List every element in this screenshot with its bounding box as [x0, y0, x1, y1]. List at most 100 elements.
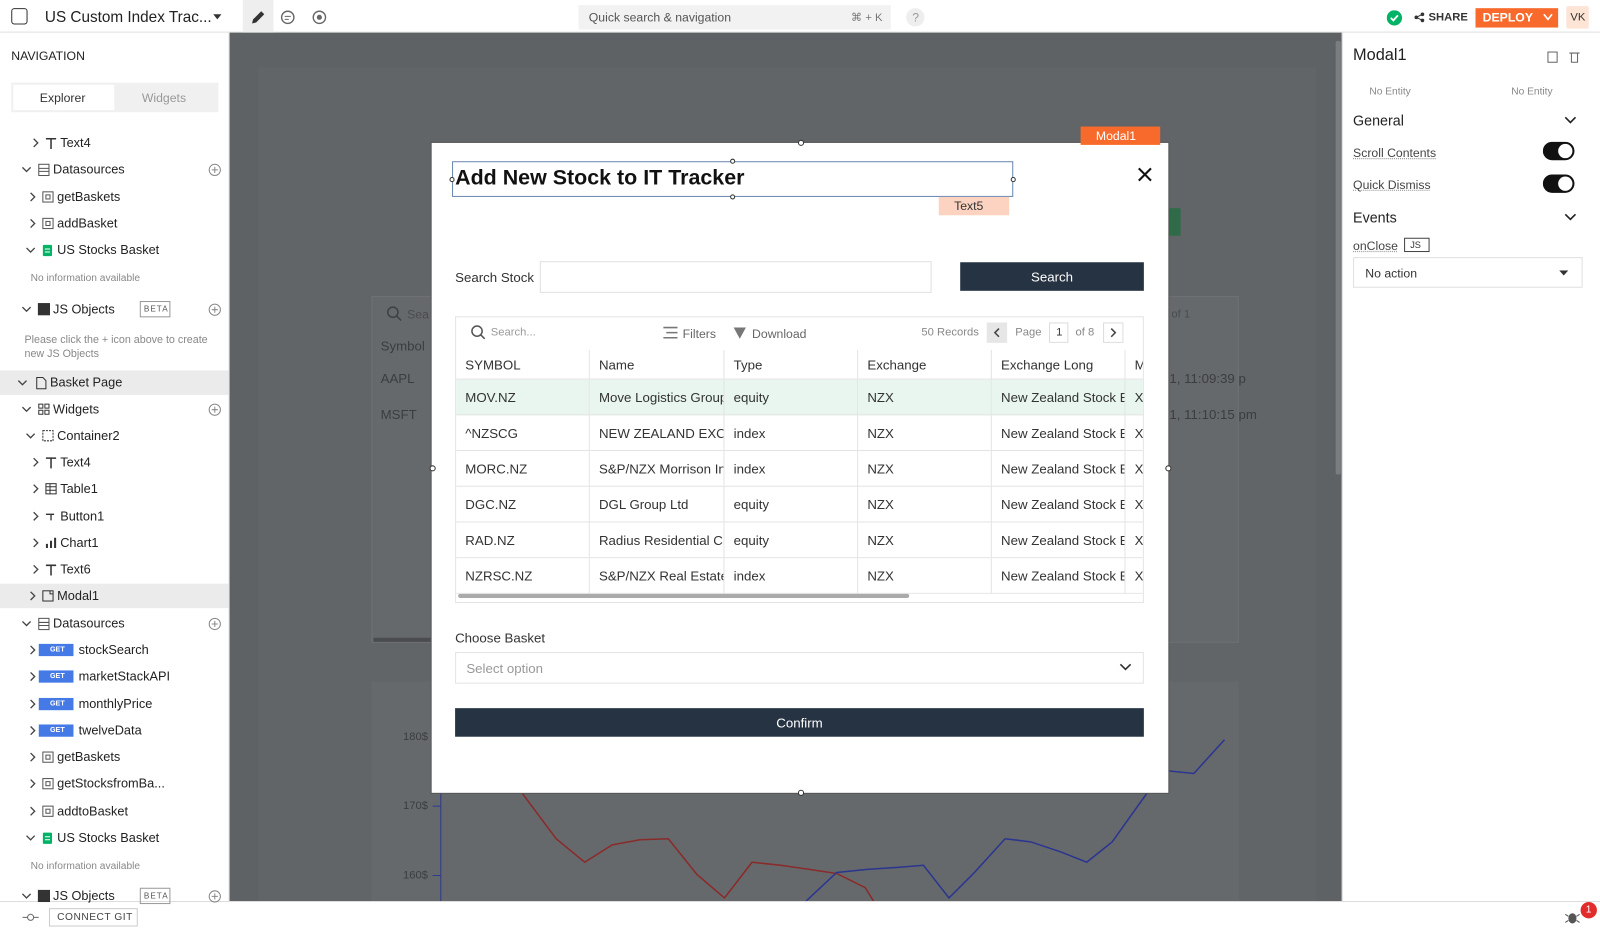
- search-box[interactable]: [578, 5, 891, 30]
- action-select[interactable]: [1353, 257, 1583, 288]
- table-cell[interactable]: New Zealand Stock Ex: [991, 486, 1126, 523]
- add-button[interactable]: [208, 617, 221, 631]
- section-title[interactable]: General: [1353, 112, 1404, 129]
- share-button[interactable]: SHARE: [1428, 11, 1468, 24]
- tree-item[interactable]: getBaskets: [57, 189, 121, 205]
- logo[interactable]: [11, 8, 28, 25]
- entity-right[interactable]: No Entity: [1511, 86, 1553, 98]
- table-cell[interactable]: X: [1125, 558, 1143, 594]
- table-cell[interactable]: X: [1125, 451, 1143, 487]
- table-cell[interactable]: RAD.NZ: [456, 522, 590, 559]
- table-cell[interactable]: New Zealand Stock Ex: [991, 451, 1126, 487]
- tree-item[interactable]: Container2: [57, 428, 120, 443]
- table-cell[interactable]: ^NZSCG: [456, 415, 590, 452]
- tree-item[interactable]: addtoBasket: [57, 804, 129, 819]
- tree-item[interactable]: Text4: [60, 455, 91, 470]
- table-cell[interactable]: DGC.NZ: [456, 486, 590, 523]
- tree-item[interactable]: addBasket: [57, 216, 118, 231]
- tree-row-highlight[interactable]: [0, 583, 229, 609]
- prev-page[interactable]: [986, 322, 1008, 343]
- add-button[interactable]: [208, 303, 221, 316]
- tab[interactable]: Widgets: [141, 90, 187, 106]
- column-header[interactable]: M: [1125, 350, 1143, 380]
- canvas-scrollbar[interactable]: [1335, 40, 1341, 475]
- table-cell[interactable]: NZX: [858, 522, 992, 559]
- table-cell[interactable]: X: [1125, 415, 1143, 452]
- js-toggle[interactable]: [1404, 237, 1430, 253]
- table-cell[interactable]: NEW ZEALAND EXCH: [589, 415, 725, 452]
- page-input[interactable]: [1048, 322, 1069, 343]
- column-header[interactable]: Type: [724, 349, 859, 380]
- connect-git-button[interactable]: [48, 908, 138, 927]
- tree-item[interactable]: Button1: [60, 509, 105, 524]
- table-cell[interactable]: X: [1125, 487, 1143, 523]
- toggles[interactable]: [1542, 141, 1576, 194]
- preview-icon[interactable]: [311, 10, 327, 25]
- column-header[interactable]: Exchange: [858, 349, 992, 380]
- tree-item[interactable]: monthlyPrice: [78, 696, 153, 712]
- tree-item[interactable]: Datasources: [53, 162, 125, 177]
- table-cell[interactable]: NZX: [858, 415, 992, 452]
- tree-item[interactable]: Chart1: [60, 535, 99, 550]
- table-cell[interactable]: X: [1125, 522, 1143, 559]
- tree-item[interactable]: US Stocks Basket: [57, 242, 160, 258]
- tree-item[interactable]: Datasources: [53, 616, 125, 631]
- table-cell[interactable]: S&P/NZX Morrison Inc: [589, 451, 725, 487]
- add-button[interactable]: [208, 163, 221, 177]
- entity-left[interactable]: No Entity: [1369, 86, 1411, 98]
- table-cell[interactable]: X: [1125, 379, 1143, 416]
- tree-item[interactable]: JS Objects: [53, 888, 115, 904]
- tree-item[interactable]: US Stocks Basket: [57, 830, 160, 845]
- table-cell[interactable]: NZX: [858, 558, 992, 594]
- basket-select[interactable]: [455, 652, 1144, 684]
- table-cell[interactable]: NZX: [858, 379, 992, 416]
- avatar[interactable]: [1566, 6, 1589, 29]
- app-menu-caret[interactable]: [212, 13, 222, 21]
- table-cell[interactable]: Move Logistics Group: [589, 379, 725, 416]
- tab[interactable]: Explorer: [39, 90, 86, 106]
- tree-item[interactable]: Modal1: [57, 588, 99, 604]
- table-cell[interactable]: NZX: [858, 486, 992, 523]
- tree-item[interactable]: stockSearch: [78, 642, 149, 658]
- tree-item[interactable]: Text6: [60, 562, 91, 577]
- table-cell[interactable]: index: [724, 558, 859, 594]
- table-cell[interactable]: index: [724, 451, 859, 487]
- modal-tag[interactable]: [1080, 126, 1161, 145]
- confirm-button[interactable]: Confirm: [455, 708, 1144, 737]
- table-cell[interactable]: Radius Residential Ca: [589, 522, 725, 559]
- tree-row-highlight[interactable]: [0, 370, 229, 395]
- widget-actions[interactable]: [1547, 50, 1580, 63]
- title-tag[interactable]: [938, 196, 1010, 216]
- app-name[interactable]: US Custom Index Trac...: [44, 8, 212, 27]
- tree-item[interactable]: twelveData: [78, 723, 142, 738]
- table-cell[interactable]: S&P/NZX Real Estate: [589, 558, 725, 594]
- filters-button[interactable]: Filters: [682, 326, 716, 341]
- add-button[interactable]: [208, 403, 221, 416]
- add-button[interactable]: [208, 890, 221, 903]
- collapse-icon[interactable]: [1564, 116, 1577, 124]
- table-cell[interactable]: MORC.NZ: [456, 451, 590, 487]
- deploy-button[interactable]: [1475, 8, 1559, 28]
- table-scrollbar[interactable]: [458, 593, 910, 598]
- column-header[interactable]: Name: [589, 349, 725, 380]
- tree-item[interactable]: getStocksfromBa...: [57, 776, 165, 791]
- tree-item[interactable]: JS Objects: [53, 302, 115, 317]
- tree-item[interactable]: Text4: [60, 135, 91, 150]
- widget-name[interactable]: Modal1: [1353, 46, 1407, 65]
- column-header[interactable]: Exchange Long: [991, 349, 1126, 380]
- help-button[interactable]: [906, 8, 925, 27]
- table-cell[interactable]: NZX: [858, 451, 992, 487]
- search-input[interactable]: [539, 261, 932, 293]
- download-button[interactable]: Download: [752, 326, 807, 341]
- table-cell[interactable]: equity: [724, 486, 859, 523]
- tree-item[interactable]: Widgets: [53, 402, 100, 417]
- tree-item[interactable]: Basket Page: [49, 375, 123, 390]
- table-cell[interactable]: MOV.NZ: [456, 379, 590, 416]
- table-cell[interactable]: New Zealand Stock Ex: [991, 522, 1126, 559]
- collapse-icon[interactable]: [1564, 213, 1577, 221]
- tree-item[interactable]: getBaskets: [57, 749, 121, 765]
- search-button[interactable]: Search: [960, 262, 1144, 291]
- close-button[interactable]: [1137, 166, 1153, 182]
- table-cell[interactable]: equity: [724, 522, 859, 559]
- table-cell[interactable]: New Zealand Stock Ex: [991, 415, 1126, 452]
